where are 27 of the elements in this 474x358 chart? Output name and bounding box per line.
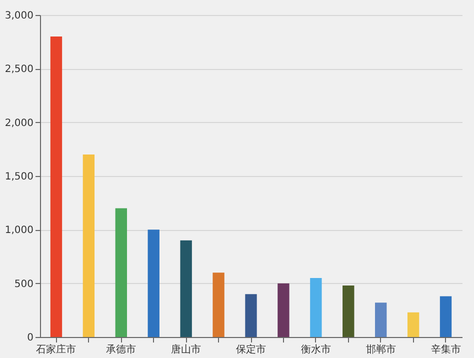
bar <box>212 272 224 337</box>
y-tick-label: 2,000 <box>4 118 34 129</box>
bar <box>278 283 290 337</box>
bar <box>407 312 420 337</box>
y-tick-label: 3,000 <box>4 10 34 22</box>
bar <box>115 208 127 337</box>
bar <box>310 278 322 337</box>
bar <box>342 285 354 337</box>
y-tick-label: 1,500 <box>4 172 34 182</box>
x-tick-label: 保定市 <box>236 344 266 356</box>
bar <box>245 294 257 337</box>
x-tick-label: 辛集市 <box>430 344 461 356</box>
y-tick-label: 500 <box>14 278 34 290</box>
x-tick-label: 承德市 <box>106 344 136 356</box>
x-tick-label: 邯郸市 <box>366 344 396 356</box>
y-tick-label: 1,000 <box>4 225 34 236</box>
bar <box>180 240 192 337</box>
y-tick-label: 2,500 <box>4 64 34 76</box>
bar <box>440 296 452 337</box>
bar <box>50 36 62 337</box>
bar <box>375 302 387 337</box>
x-tick-label: 石家庄市 <box>36 344 76 356</box>
y-tick-label: 0 <box>27 332 34 344</box>
x-tick-label: 唐山市 <box>171 344 202 356</box>
bar <box>148 230 160 337</box>
bar <box>82 154 95 337</box>
x-tick-label: 衡水市 <box>300 344 331 356</box>
